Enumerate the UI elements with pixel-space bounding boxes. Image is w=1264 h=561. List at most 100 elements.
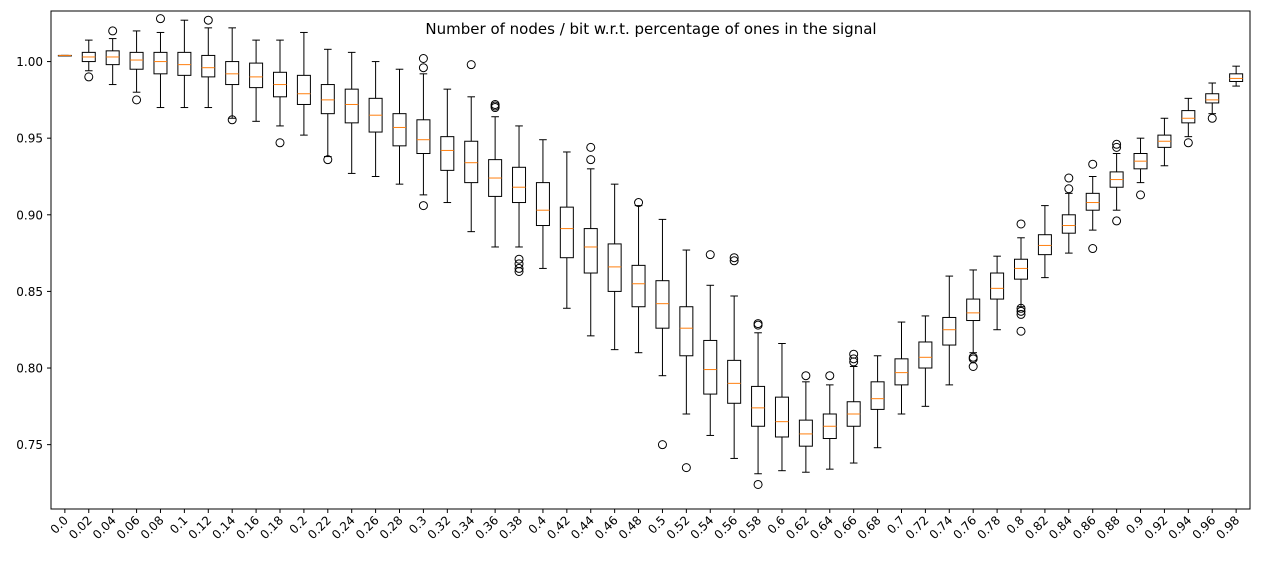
outlier-point [84,72,94,82]
box-0.86 [1085,159,1100,254]
box-0.62 [798,371,813,473]
outlier-point [514,259,524,269]
box-body [392,113,407,147]
box-body [416,119,431,155]
x-tick-label: 0.14 [210,513,239,542]
x-tick-label: 0.48 [616,513,645,542]
outlier-point [681,463,691,473]
boxes-layer [57,14,1244,489]
box-0.82 [1037,205,1052,279]
box-0.92 [1157,117,1172,167]
outlier-point [849,354,859,364]
outlier-point [729,256,739,266]
box-body [177,51,192,76]
x-tick-label: 0.52 [664,513,693,542]
box-0.64 [822,371,837,470]
box-0.3 [416,54,431,211]
x-tick-label: 0.78 [974,513,1003,542]
x-tick-label: 0.22 [305,513,334,542]
outlier-point [1064,173,1074,183]
box-0.48 [631,198,646,354]
box-0.74 [942,275,957,386]
box-0.72 [918,315,933,407]
x-tick-label: 0.12 [186,513,215,542]
box-0.44 [583,142,598,337]
outlier-point [1016,303,1026,313]
box-0.42 [559,151,574,309]
box-0.9 [1133,137,1148,200]
outlier-point [108,26,118,36]
outlier-point [586,142,596,152]
box-0.88 [1109,139,1124,226]
y-tick-label: 0.80 [16,362,43,376]
x-tick-label: 0.92 [1142,513,1171,542]
outlier-point [1136,190,1146,200]
box-0.66 [846,349,861,464]
box-0.02 [81,39,96,82]
box-body [1037,234,1052,256]
outlier-point [1112,216,1122,226]
x-tick-label: 0.18 [257,513,286,542]
x-tick-label: 0.24 [329,513,358,542]
box-body [583,228,598,274]
box-body [153,51,168,75]
y-tick-label: 0.75 [16,438,43,452]
outlier-point [801,371,811,381]
outlier-point [1064,184,1074,194]
outlier-point [1088,244,1098,254]
box-0.46 [607,183,622,351]
box-0.54 [703,250,718,436]
outlier-point [466,60,476,70]
outlier-point [227,115,237,125]
outlier-point [1088,159,1098,169]
x-axis: 0.00.020.040.060.08 0.10.120.140.160.18 0.… [48,509,1242,542]
box-0.14 [225,27,240,125]
y-tick-label: 1.00 [16,55,43,69]
x-tick-label: 0.56 [711,513,740,542]
outlier-point [1016,306,1026,316]
box-body [966,298,981,322]
x-tick-label: 0.84 [1046,513,1075,542]
box-body [607,243,622,292]
box-body [655,280,670,329]
box-0.98 [1229,65,1244,87]
box-body [559,206,574,259]
box-0.26 [368,61,383,177]
box-0.18 [272,39,287,148]
box-body [774,396,789,438]
box-0.1 [177,19,192,109]
box-0.8 [1014,219,1029,336]
box-0.22 [320,48,335,165]
x-tick-label: 0.06 [114,513,143,542]
y-tick-label: 0.95 [16,132,43,146]
outlier-point [968,352,978,362]
box-body [344,88,359,124]
outlier-point [1112,139,1122,149]
outlier-point [825,371,835,381]
box-body [679,306,694,357]
outlier-point [705,250,715,260]
outlier-point [729,253,739,263]
y-tick-label: 0.85 [16,285,43,299]
x-tick-label: 0.38 [496,513,525,542]
box-body [1181,110,1196,124]
box-body [249,62,264,89]
box-body [1229,73,1244,82]
outlier-point [753,319,763,329]
box-body [798,419,813,447]
x-tick-label: 0.96 [1190,513,1219,542]
x-tick-label: 0.54 [688,513,717,542]
box-body [535,182,550,227]
box-0.24 [344,51,359,174]
x-tick-label: 0.98 [1213,513,1242,542]
x-tick-label: 0.72 [903,513,932,542]
box-0.7 [894,321,909,415]
box-body [1205,93,1220,104]
x-tick-label: 0.94 [1166,513,1195,542]
outlier-point [1016,326,1026,336]
x-tick-label: 0.66 [831,513,860,542]
x-tick-label: 0.64 [807,513,836,542]
box-0.28 [392,68,407,185]
x-tick-label: 0.08 [138,513,167,542]
outlier-point [418,201,428,211]
